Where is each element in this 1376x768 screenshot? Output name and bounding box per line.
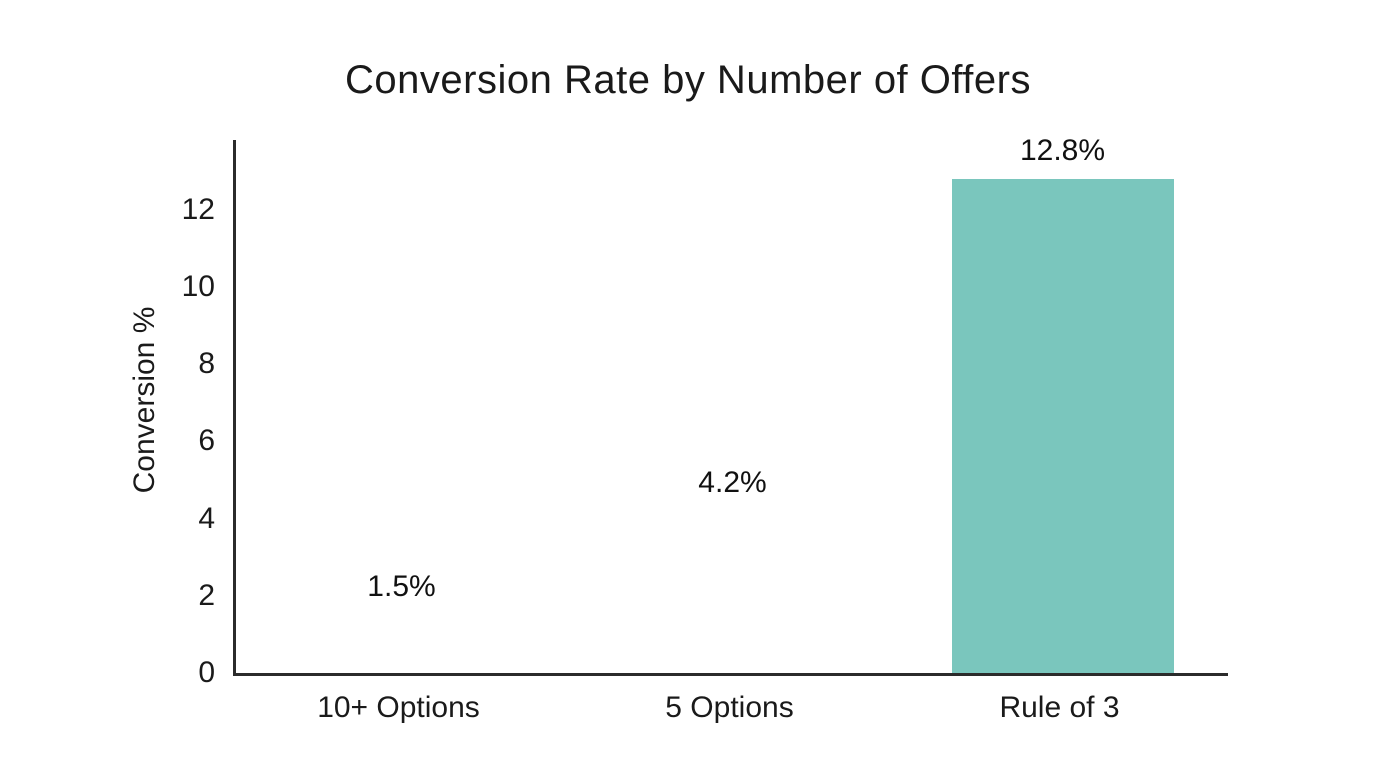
bar-value-label-10-options: 1.5% xyxy=(367,570,436,603)
bar-5-options xyxy=(621,511,843,673)
y-tick-label: 0 xyxy=(198,656,215,689)
x-tick-label-10-options: 10+ Options xyxy=(317,691,480,724)
y-axis-title: Conversion % xyxy=(128,306,161,494)
y-tick-label: 12 xyxy=(181,192,215,226)
y-tick-label: 4 xyxy=(198,501,215,535)
y-tick-label: 10 xyxy=(181,269,215,303)
y-tick-label: 8 xyxy=(198,347,215,380)
y-tick-label: 2 xyxy=(198,578,215,612)
bar-value-label-5-options: 4.2% xyxy=(698,466,767,499)
x-tick-label-rule-of-3: Rule of 3 xyxy=(999,691,1120,724)
bar-rule-of-3 xyxy=(952,179,1174,673)
bar-10-options xyxy=(290,615,512,673)
bar-value-label-rule-of-3: 12.8% xyxy=(1019,134,1106,167)
x-tick-label-5-options: 5 Options xyxy=(665,691,794,724)
plot-area: 1.5% 4.2% 12.8% xyxy=(233,134,1228,676)
chart-title: Conversion Rate by Number of Offers xyxy=(345,58,1031,102)
y-tick-label: 6 xyxy=(198,424,215,458)
